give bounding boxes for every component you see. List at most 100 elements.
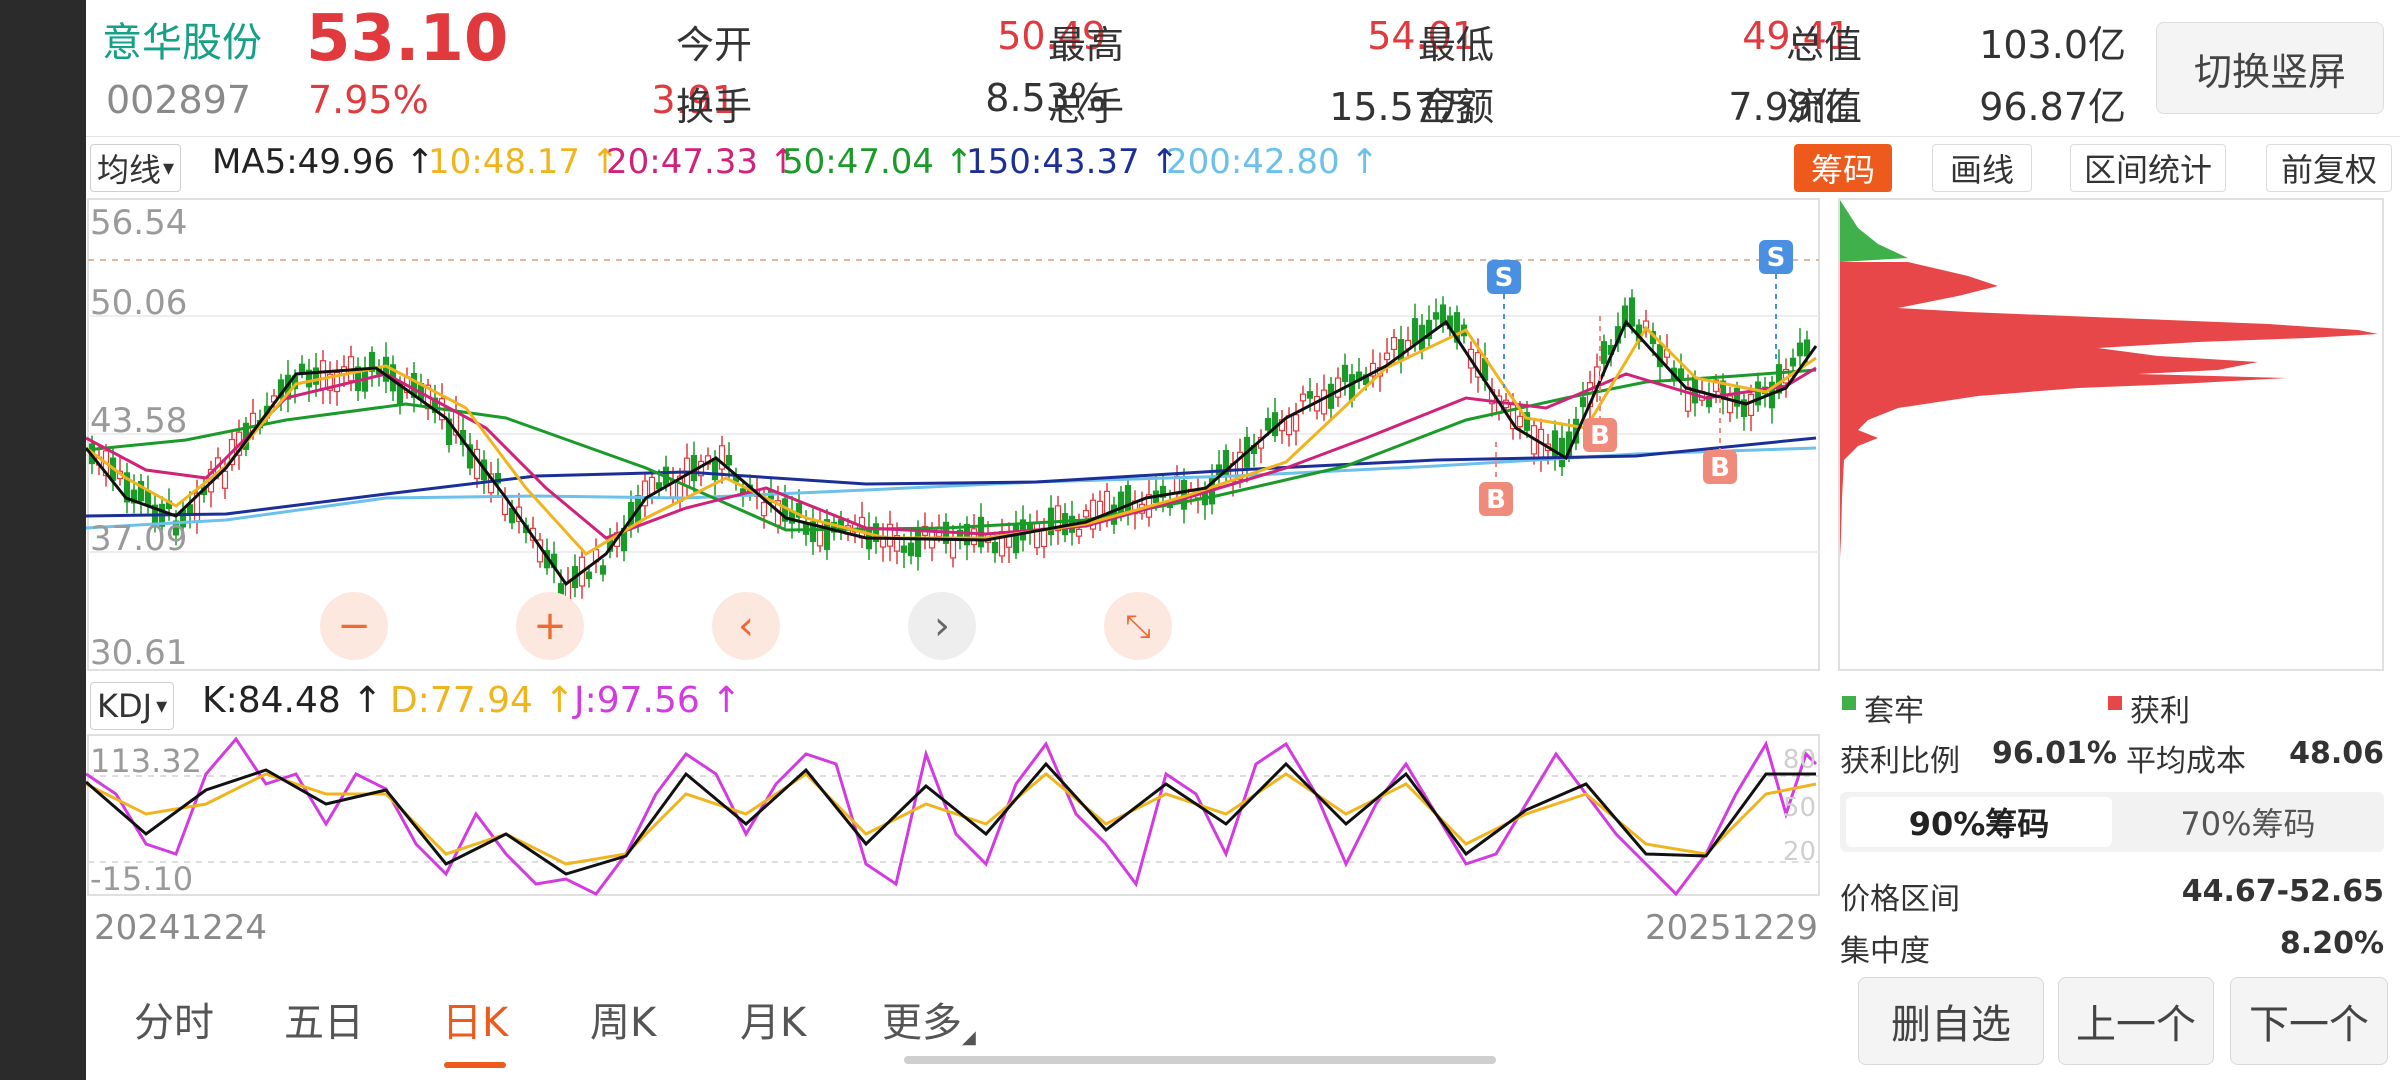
candle: [914, 527, 922, 558]
candle: [466, 444, 474, 469]
candle: [298, 363, 306, 373]
quote-value-low: 49.41: [1742, 14, 1851, 58]
scrollbar[interactable]: [904, 1056, 1496, 1064]
candle: [725, 455, 733, 466]
candle: [823, 519, 831, 551]
tab-90-chips-label: 90%筹码: [1908, 805, 2050, 843]
candle: [1306, 391, 1314, 399]
candle: [1264, 418, 1272, 431]
active-tab-indicator: [444, 1062, 506, 1068]
kdj-axis-top: 113.32: [90, 742, 202, 780]
tab-70-chips[interactable]: 70%筹码: [2118, 797, 2378, 847]
next-stock-button[interactable]: 下一个: [2230, 977, 2388, 1065]
candle: [1516, 415, 1524, 428]
kline-chart[interactable]: S S B B B 56.54 50.06 43.58 37.09 30.61: [86, 198, 1822, 672]
ma20-line: [86, 366, 1817, 540]
tab-90-chips[interactable]: 90%筹码: [1846, 797, 2112, 847]
profit-ratio-value: 96.01%: [1992, 736, 2117, 771]
draw-line-button[interactable]: 画线: [1932, 144, 2032, 192]
candle: [130, 489, 138, 504]
tab-five-day[interactable]: 五日: [284, 1000, 364, 1046]
tab-monthly-k[interactable]: 月K: [740, 1000, 807, 1046]
ma50-label: 50:47.04 ↑: [782, 142, 974, 182]
candle: [319, 360, 327, 390]
price-axis-label-1: 56.54: [90, 203, 187, 243]
candle: [641, 480, 649, 507]
stock-detail-screen: 意华股份 53.10 002897 7.95% 3.91 今开 50.49 最高…: [86, 0, 2400, 1080]
ma50-line: [86, 368, 1817, 532]
minus-icon[interactable]: −: [320, 592, 388, 660]
candle: [1411, 318, 1419, 345]
remove-watchlist-button[interactable]: 删自选: [1858, 977, 2044, 1065]
sell-signal-1-label: S: [1495, 263, 1514, 293]
candle: [1082, 509, 1090, 518]
buy-signal-1: B: [1479, 442, 1513, 516]
switch-portrait-button[interactable]: 切换竖屏: [2156, 22, 2384, 114]
tab-70-chips-label: 70%筹码: [2180, 805, 2316, 843]
candle: [1054, 505, 1062, 532]
candle: [1292, 414, 1300, 432]
candle: [123, 472, 131, 503]
previous-stock-button[interactable]: 上一个: [2058, 977, 2214, 1065]
candle: [1033, 522, 1041, 549]
candle: [1299, 393, 1307, 402]
candle: [585, 571, 593, 580]
legend-trapped: 套牢: [1864, 694, 1924, 729]
quote-label-high: 最高: [1048, 23, 1125, 67]
corner-caret-icon: ◢: [962, 1027, 976, 1048]
quote-label-volume: 总手: [1048, 85, 1125, 129]
candle: [445, 418, 453, 446]
candle: [655, 482, 663, 490]
ma150-label: 150:43.37 ↑: [966, 142, 1179, 182]
kdj-select[interactable]: KDJ ▾: [90, 682, 175, 730]
tab-daily-k[interactable]: 日K: [442, 1000, 509, 1046]
candle: [1222, 449, 1230, 476]
candle: [1432, 312, 1440, 320]
indicator-select[interactable]: 均线 ▾: [90, 144, 182, 192]
quote-value-volume: 15.57万: [1329, 85, 1476, 129]
chips-button[interactable]: 筹码: [1794, 144, 1892, 192]
forward-adjust-button[interactable]: 前复权: [2266, 144, 2392, 192]
candle: [1747, 393, 1755, 417]
candle: [1712, 379, 1720, 392]
tab-intraday[interactable]: 分时: [134, 1000, 214, 1046]
range-stats-button[interactable]: 区间统计: [2070, 144, 2226, 192]
plus-icon[interactable]: +: [516, 592, 584, 660]
price-axis-label-3: 43.58: [90, 401, 187, 441]
chevron-left-icon[interactable]: ‹: [712, 592, 780, 660]
candle: [557, 583, 565, 595]
chevron-right-icon[interactable]: ›: [908, 592, 976, 660]
collapse-icon[interactable]: ⤡: [1104, 592, 1172, 660]
concentration-label: 集中度: [1840, 934, 1930, 969]
quote-label-open: 今开: [676, 23, 753, 67]
kdj-select-label: KDJ: [97, 687, 153, 725]
candle: [809, 521, 817, 543]
candle: [1628, 297, 1636, 327]
quote-label-float-cap: 流值: [1786, 85, 1863, 129]
buy-signal-1-label: B: [1486, 485, 1506, 515]
price-axis-label-2: 50.06: [90, 283, 187, 323]
indicator-select-label: 均线: [97, 151, 162, 189]
candle: [1453, 312, 1461, 343]
date-end: 20251229: [1644, 908, 1818, 948]
ma20-label: 20:47.33 ↑: [606, 142, 798, 182]
tab-more[interactable]: 更多◢: [882, 990, 976, 1048]
candle: [900, 545, 908, 553]
price-range-label: 价格区间: [1840, 882, 1960, 917]
candle: [1236, 451, 1244, 481]
legend-trapped-swatch: [1842, 696, 1856, 710]
candle: [830, 521, 838, 533]
legend-profit: 获利: [2130, 694, 2190, 729]
tab-weekly-k[interactable]: 周K: [590, 1000, 657, 1046]
quote-label-low: 最低: [1418, 23, 1495, 67]
candle: [368, 351, 376, 372]
avg-cost-value: 48.06: [2289, 736, 2384, 771]
candle: [760, 501, 768, 517]
candle: [718, 445, 726, 470]
kdj-chart: 113.32 -15.10 80 50 20: [86, 734, 1820, 896]
avg-cost-label: 平均成本: [2126, 744, 2246, 779]
profit-area: [1840, 262, 2378, 558]
kdj-d-value: D:77.94 ↑: [390, 680, 575, 721]
ma10-label: 10:48.17 ↑: [428, 142, 620, 182]
candle: [893, 535, 901, 552]
